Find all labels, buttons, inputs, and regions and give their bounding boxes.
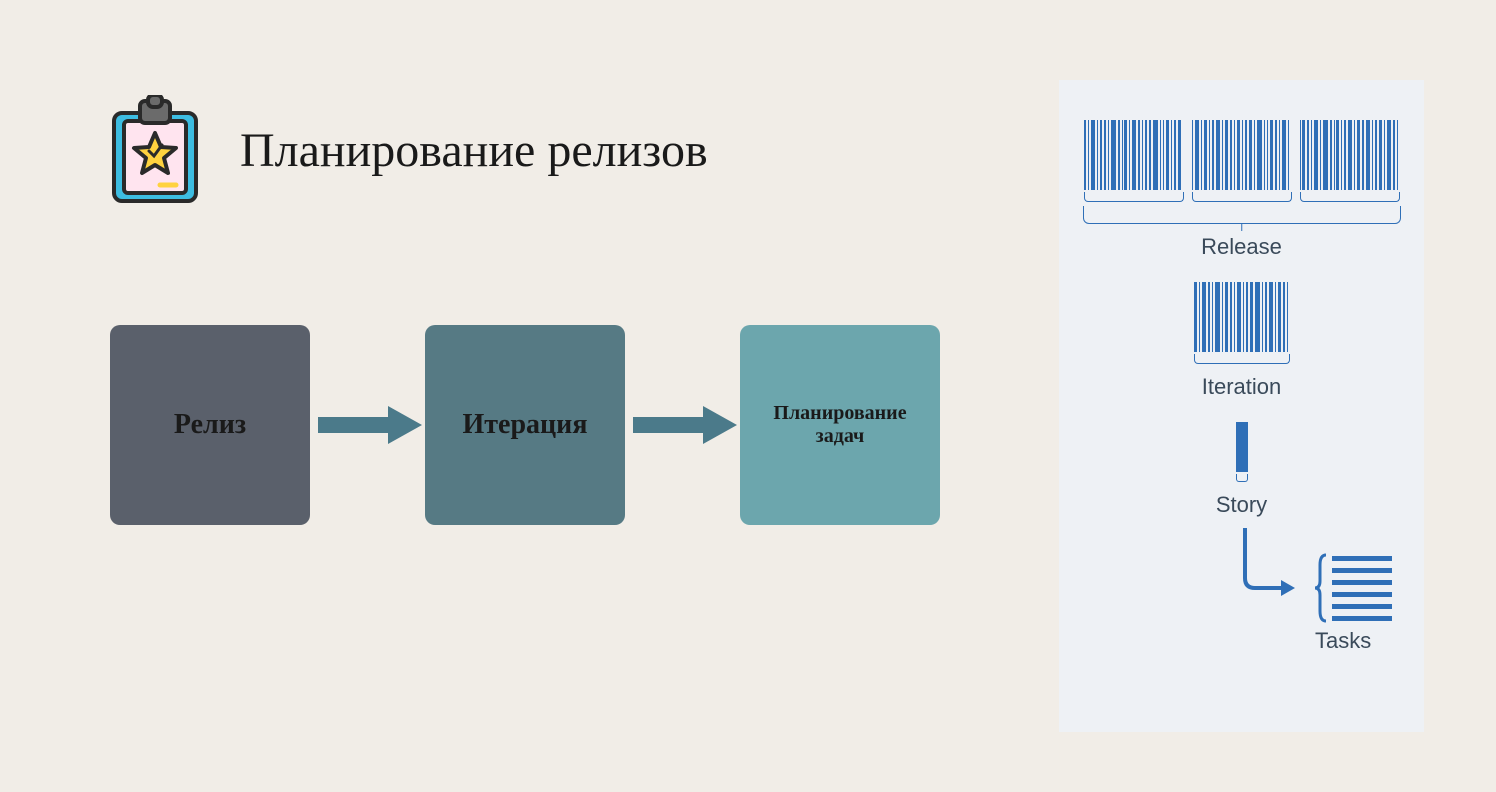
curly-brace-icon bbox=[1314, 553, 1328, 623]
story-label: Story bbox=[1216, 492, 1267, 518]
tasks-lines-wrap bbox=[1314, 553, 1392, 623]
clipboard-star-icon bbox=[110, 95, 200, 205]
tasks-lines bbox=[1332, 556, 1392, 621]
slide-title: Планирование релизов bbox=[240, 123, 708, 178]
flow-box-label: Релиз bbox=[174, 409, 246, 441]
iteration-bracket bbox=[1079, 354, 1404, 364]
hierarchy-panel: Release Iteration Story Tasks bbox=[1059, 80, 1424, 732]
tasks-arrow-icon bbox=[1237, 528, 1297, 608]
flow-box-label: Итерация bbox=[463, 409, 588, 441]
story-block: Story bbox=[1079, 422, 1404, 518]
tasks-block: Tasks bbox=[1079, 528, 1404, 648]
tasks-label: Tasks bbox=[1315, 628, 1371, 654]
flow-box-tasks: Планирование задач bbox=[740, 325, 940, 525]
flow-diagram: Релиз Итерация Планирование задач bbox=[110, 325, 940, 525]
iteration-block: Iteration bbox=[1079, 282, 1404, 400]
release-barcodes bbox=[1079, 120, 1404, 190]
flow-box-iteration: Итерация bbox=[425, 325, 625, 525]
release-big-bracket bbox=[1083, 206, 1401, 224]
slide-header: Планирование релизов bbox=[110, 95, 708, 205]
iteration-barcode bbox=[1079, 282, 1404, 352]
flow-arrow bbox=[310, 400, 425, 450]
flow-arrow bbox=[625, 400, 740, 450]
flow-box-label: Планирование задач bbox=[750, 402, 930, 448]
story-bracket bbox=[1236, 474, 1248, 482]
release-label: Release bbox=[1079, 234, 1404, 260]
flow-box-release: Релиз bbox=[110, 325, 310, 525]
release-mini-brackets bbox=[1079, 192, 1404, 202]
iteration-label: Iteration bbox=[1079, 374, 1404, 400]
story-bar bbox=[1236, 422, 1248, 472]
